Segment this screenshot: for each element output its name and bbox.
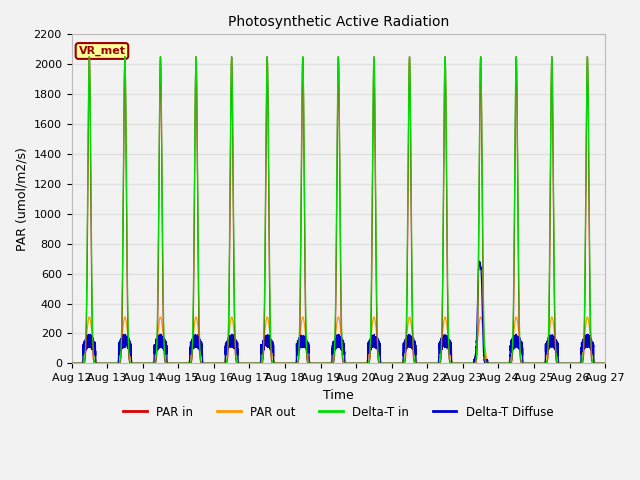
Y-axis label: PAR (umol/m2/s): PAR (umol/m2/s) [15, 147, 28, 251]
Legend: PAR in, PAR out, Delta-T in, Delta-T Diffuse: PAR in, PAR out, Delta-T in, Delta-T Dif… [118, 401, 558, 423]
Text: VR_met: VR_met [79, 46, 125, 56]
Title: Photosynthetic Active Radiation: Photosynthetic Active Radiation [228, 15, 449, 29]
X-axis label: Time: Time [323, 389, 354, 402]
